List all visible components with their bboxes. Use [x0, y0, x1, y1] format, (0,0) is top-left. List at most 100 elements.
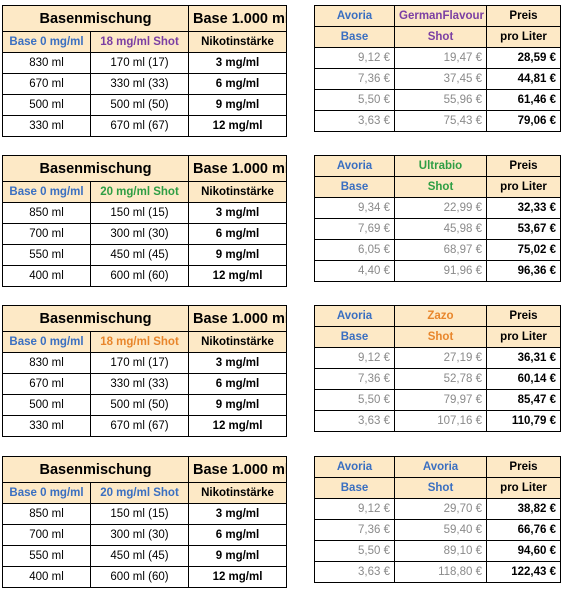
base-ml-cell: 400 ml: [2, 566, 91, 588]
per-liter-header: pro Liter: [486, 477, 561, 499]
shot-cost-cell: 55,96 €: [394, 89, 487, 111]
price-cell: 36,31 €: [486, 347, 561, 369]
base-ml-cell: 670 ml: [2, 373, 91, 395]
table-row: 3,63 €107,16 €110,79 €: [314, 410, 561, 432]
base-ml-cell: 550 ml: [2, 244, 91, 266]
mix-table: Basenmischung Base 1.000 ml Base 0 mg/ml…: [2, 155, 287, 287]
base-cost-cell: 3,63 €: [314, 110, 395, 132]
concentration-cell: 12 mg/ml: [188, 115, 287, 137]
base-cost-header: Base: [314, 26, 395, 48]
table-row: 4,40 €91,96 €96,36 €: [314, 260, 561, 282]
shot-strength-header: 20 mg/ml Shot: [90, 181, 189, 203]
price-cell: 122,43 €: [486, 561, 561, 583]
base-cost-cell: 3,63 €: [314, 410, 395, 432]
shot-ml-cell: 670 ml (67): [90, 115, 189, 137]
table-row: 830 ml 170 ml (17) 3 mg/ml: [2, 52, 287, 74]
concentration-cell: 6 mg/ml: [188, 73, 287, 95]
base-volume-title: Base 1.000 ml: [188, 5, 287, 32]
brand-shot-header: Zazo: [394, 305, 487, 327]
brand-shot-header: GermanFlavour: [394, 5, 487, 27]
base-cost-cell: 5,50 €: [314, 540, 395, 562]
concentration-cell: 9 mg/ml: [188, 244, 287, 266]
table-row: 5,50 €55,96 €61,46 €: [314, 89, 561, 111]
brand-base-header: Avoria: [314, 305, 395, 327]
shot-cost-cell: 118,80 €: [394, 561, 487, 583]
shot-cost-cell: 89,10 €: [394, 540, 487, 562]
base-cost-header: Base: [314, 477, 395, 499]
concentration-cell: 3 mg/ml: [188, 352, 287, 374]
base-ml-cell: 670 ml: [2, 73, 91, 95]
base-ml-cell: 330 ml: [2, 415, 91, 437]
price-cell: 94,60 €: [486, 540, 561, 562]
shot-ml-cell: 500 ml (50): [90, 394, 189, 416]
price-cell: 85,47 €: [486, 389, 561, 411]
price-cell: 110,79 €: [486, 410, 561, 432]
mix-title: Basenmischung: [2, 456, 189, 483]
price-header: Preis: [486, 155, 561, 177]
base-cost-cell: 6,05 €: [314, 239, 395, 261]
shot-ml-cell: 150 ml (15): [90, 503, 189, 525]
price-header: Preis: [486, 305, 561, 327]
concentration-cell: 6 mg/ml: [188, 524, 287, 546]
price-cell: 53,67 €: [486, 218, 561, 240]
base-cost-cell: 7,69 €: [314, 218, 395, 240]
table-row: 9,12 €19,47 €28,59 €: [314, 47, 561, 69]
shot-ml-cell: 500 ml (50): [90, 94, 189, 116]
base-volume-title: Base 1.000 ml: [188, 456, 287, 483]
price-header: Preis: [486, 456, 561, 478]
shot-cost-cell: 91,96 €: [394, 260, 487, 282]
base-cost-header: Base: [314, 176, 395, 198]
shot-ml-cell: 600 ml (60): [90, 566, 189, 588]
table-row: 850 ml 150 ml (15) 3 mg/ml: [2, 503, 287, 525]
base-ml-cell: 400 ml: [2, 265, 91, 287]
base-ml-cell: 850 ml: [2, 503, 91, 525]
nicotine-header: Nikotinstärke: [188, 31, 287, 53]
base-volume-title: Base 1.000 ml: [188, 155, 287, 182]
shot-cost-cell: 79,97 €: [394, 389, 487, 411]
mix-title: Basenmischung: [2, 155, 189, 182]
table-row: 9,12 €29,70 €38,82 €: [314, 498, 561, 520]
shot-cost-header: Shot: [394, 477, 487, 499]
shot-cost-cell: 19,47 €: [394, 47, 487, 69]
concentration-cell: 9 mg/ml: [188, 394, 287, 416]
shot-cost-cell: 37,45 €: [394, 68, 487, 90]
shot-cost-cell: 68,97 €: [394, 239, 487, 261]
table-row: 670 ml 330 ml (33) 6 mg/ml: [2, 373, 287, 395]
mix-title: Basenmischung: [2, 5, 189, 32]
table-row: 400 ml 600 ml (60) 12 mg/ml: [2, 265, 287, 287]
concentration-cell: 9 mg/ml: [188, 94, 287, 116]
base-ml-cell: 830 ml: [2, 352, 91, 374]
concentration-cell: 12 mg/ml: [188, 415, 287, 437]
concentration-cell: 3 mg/ml: [188, 503, 287, 525]
nicotine-header: Nikotinstärke: [188, 331, 287, 353]
shot-cost-cell: 45,98 €: [394, 218, 487, 240]
base-cost-cell: 7,36 €: [314, 368, 395, 390]
base-ml-cell: 550 ml: [2, 545, 91, 567]
base-ml-cell: 830 ml: [2, 52, 91, 74]
base-cost-cell: 5,50 €: [314, 389, 395, 411]
table-row: 7,69 €45,98 €53,67 €: [314, 218, 561, 240]
base-cost-cell: 9,12 €: [314, 47, 395, 69]
shot-cost-header: Shot: [394, 176, 487, 198]
price-table: Avoria Avoria Preis Base Shot pro Liter …: [314, 456, 561, 583]
brand-base-header: Avoria: [314, 456, 395, 478]
brand-shot-header: Ultrabio: [394, 155, 487, 177]
table-row: 9,12 €27,19 €36,31 €: [314, 347, 561, 369]
price-cell: 96,36 €: [486, 260, 561, 282]
table-row: 5,50 €79,97 €85,47 €: [314, 389, 561, 411]
table-row: 850 ml 150 ml (15) 3 mg/ml: [2, 202, 287, 224]
shot-ml-cell: 300 ml (30): [90, 524, 189, 546]
base-cost-header: Base: [314, 326, 395, 348]
mix-block-1: Basenmischung Base 1.000 ml Base 0 mg/ml…: [0, 5, 565, 138]
shot-cost-header: Shot: [394, 26, 487, 48]
shot-ml-cell: 170 ml (17): [90, 52, 189, 74]
base-ml-cell: 700 ml: [2, 524, 91, 546]
mix-block-3: Basenmischung Base 1.000 ml Base 0 mg/ml…: [0, 305, 565, 438]
table-row: 5,50 €89,10 €94,60 €: [314, 540, 561, 562]
table-row: 9,34 €22,99 €32,33 €: [314, 197, 561, 219]
shot-cost-cell: 29,70 €: [394, 498, 487, 520]
base-cost-cell: 9,12 €: [314, 498, 395, 520]
shot-ml-cell: 330 ml (33): [90, 373, 189, 395]
shot-ml-cell: 450 ml (45): [90, 244, 189, 266]
shot-cost-cell: 107,16 €: [394, 410, 487, 432]
